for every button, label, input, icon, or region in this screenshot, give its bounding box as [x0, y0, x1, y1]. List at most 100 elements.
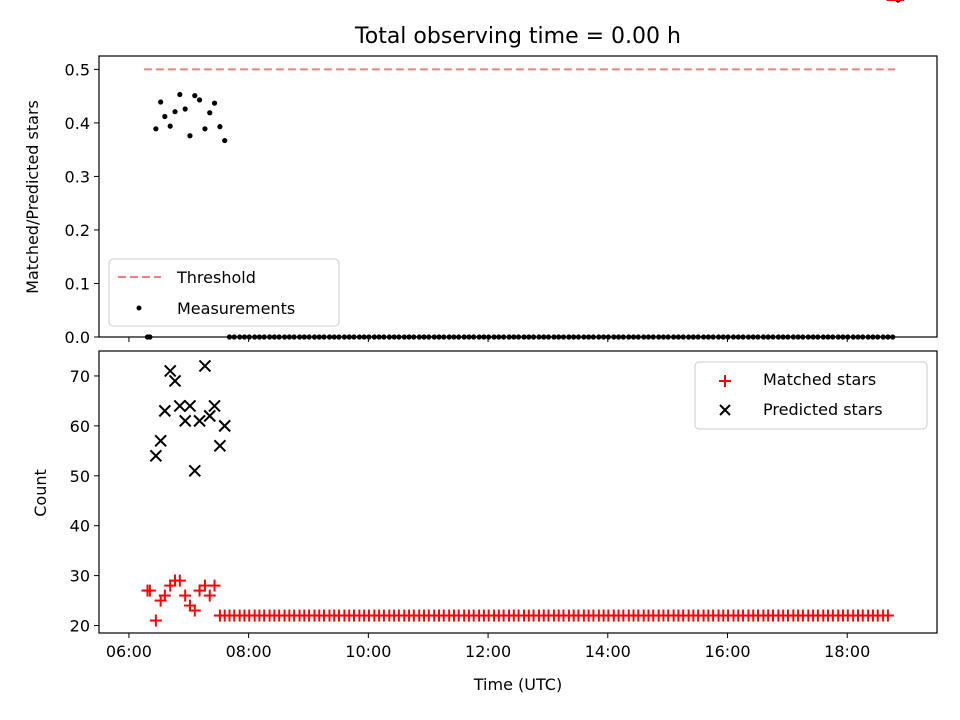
measurement-point — [725, 334, 731, 340]
measurement-point — [620, 334, 626, 340]
measurement-point — [650, 334, 656, 340]
measurement-point — [780, 334, 786, 340]
legend-predicted-label: Predicted stars — [763, 400, 883, 419]
top-legend-box — [108, 258, 340, 327]
measurement-point — [306, 334, 312, 340]
measurement-point — [880, 334, 886, 340]
measurement-point — [845, 334, 851, 340]
legend-threshold-label: Threshold — [176, 268, 256, 287]
measurement-point — [346, 334, 352, 340]
measurement-point — [870, 334, 876, 340]
measurement-point — [890, 334, 896, 340]
measurement-point — [356, 334, 362, 340]
top-legend: Threshold Measurements — [108, 258, 340, 327]
series-matched-stars — [141, 0, 905, 627]
measurement-point — [705, 334, 711, 340]
measurement-point — [835, 334, 841, 340]
measurement-point — [630, 334, 637, 340]
measurement-point — [710, 334, 716, 340]
measurement-point — [496, 334, 502, 340]
measurement-point — [177, 91, 183, 98]
measurement-point — [800, 334, 806, 340]
x-tick-label: 06:00 — [106, 642, 152, 661]
x-tick-label: 18:00 — [824, 642, 870, 661]
measurement-point — [182, 106, 188, 112]
measurement-point — [421, 334, 427, 340]
measurement-point — [785, 334, 791, 340]
measurement-point — [810, 334, 816, 340]
measurement-point — [511, 334, 517, 340]
top-y-tick-label: 0.1 — [65, 274, 90, 293]
measurement-point — [192, 93, 198, 99]
measurement-point — [231, 334, 237, 340]
measurement-point — [750, 334, 756, 340]
measurement-point — [600, 334, 607, 340]
measurement-point — [281, 334, 288, 340]
measurement-point — [456, 334, 462, 340]
measurement-point — [286, 334, 292, 340]
measurement-point — [162, 113, 168, 120]
measurement-point — [158, 99, 164, 105]
matched-stars-point — [203, 589, 216, 602]
bottom-y-tick-label: 20 — [70, 617, 90, 636]
measurement-point — [730, 334, 737, 340]
measurement-point — [381, 334, 387, 340]
predicted-stars-point — [164, 364, 177, 378]
x-tick-label: 08:00 — [226, 642, 272, 661]
measurement-point — [301, 334, 307, 340]
top-y-tick-label: 0.3 — [65, 167, 90, 186]
predicted-stars-point — [203, 409, 216, 423]
x-tick-label: 16:00 — [704, 642, 750, 661]
measurement-point — [815, 334, 821, 340]
measurement-point — [735, 334, 741, 340]
measurement-point — [885, 334, 891, 340]
measurement-point — [371, 334, 377, 340]
measurement-point — [556, 334, 562, 340]
matched-stars-point — [208, 579, 221, 592]
predicted-stars-point — [154, 434, 167, 448]
bottom-x-axis: 06:00 08:00 10:00 12:00 14:00 16:00 18:00 — [106, 633, 870, 661]
measurement-point — [241, 334, 248, 340]
predicted-stars-point — [178, 414, 192, 428]
measurement-point — [860, 334, 866, 340]
matched-stars-point — [179, 589, 192, 602]
measurement-point — [820, 334, 826, 340]
bottom-y-axis-label: Count — [31, 469, 50, 517]
measurement-point — [316, 334, 322, 340]
predicted-stars-point — [168, 374, 182, 388]
top-y-axis-label: Matched/Predicted stars — [23, 100, 42, 294]
measurement-point — [391, 334, 397, 340]
measurement-point — [536, 334, 542, 340]
predicted-stars-point — [193, 414, 206, 428]
measurement-point — [635, 334, 641, 340]
measurement-point — [396, 334, 402, 340]
measurement-point — [840, 334, 846, 340]
x-axis-label: Time (UTC) — [473, 675, 562, 694]
measurement-point — [571, 334, 577, 340]
matched-stars-point — [149, 614, 162, 627]
measurement-point — [596, 334, 602, 340]
measurement-point — [461, 334, 467, 340]
measurement-point — [805, 334, 811, 340]
top-y-tick-label: 0.2 — [65, 221, 90, 240]
measurement-point — [830, 334, 836, 340]
measurement-point — [311, 334, 318, 340]
measurement-point — [760, 334, 767, 340]
measurement-point — [855, 334, 861, 340]
measurement-point — [700, 334, 707, 340]
measurement-point — [256, 334, 263, 340]
measurement-point — [237, 334, 243, 340]
measurement-point — [575, 334, 582, 340]
x-tick-label: 10:00 — [345, 642, 391, 661]
measurement-point — [541, 334, 547, 340]
measurement-point — [715, 334, 722, 340]
measurement-point — [153, 126, 159, 132]
measurement-point — [276, 334, 282, 340]
measurement-point — [615, 334, 622, 340]
measurement-point — [626, 334, 632, 340]
series-measurements — [144, 0, 901, 340]
measurement-point — [745, 334, 752, 340]
top-x-axis-ticks — [128, 337, 848, 342]
measurement-point — [341, 334, 348, 340]
